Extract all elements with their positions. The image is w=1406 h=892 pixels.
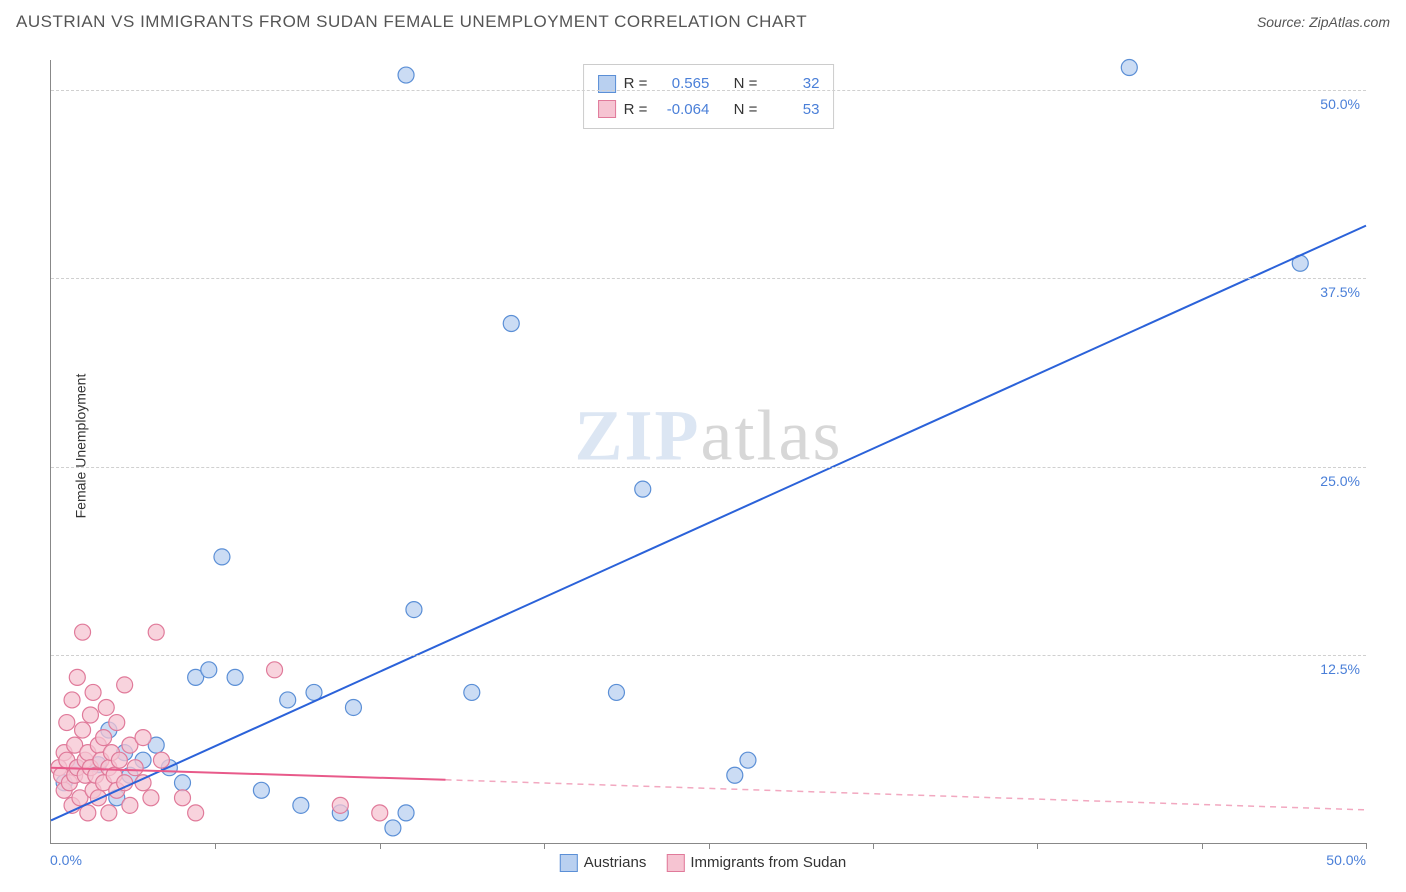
- scatter-point: [111, 752, 127, 768]
- scatter-point: [332, 797, 348, 813]
- x-axis-max: 50.0%: [1326, 852, 1366, 868]
- x-tick: [873, 843, 874, 849]
- series-legend: Austrians Immigrants from Sudan: [560, 854, 846, 872]
- scatter-point: [117, 677, 133, 693]
- scatter-point: [1121, 60, 1137, 76]
- y-tick-label: 50.0%: [1320, 96, 1360, 112]
- scatter-point: [109, 715, 125, 731]
- scatter-point: [201, 662, 217, 678]
- x-tick: [380, 843, 381, 849]
- scatter-point: [90, 790, 106, 806]
- y-tick-label: 12.5%: [1320, 661, 1360, 677]
- scatter-point: [127, 760, 143, 776]
- scatter-point: [280, 692, 296, 708]
- scatter-point: [503, 316, 519, 332]
- x-tick: [215, 843, 216, 849]
- scatter-point: [96, 730, 112, 746]
- scatter-point: [122, 797, 138, 813]
- legend-row: R = 0.565 N = 32: [598, 71, 820, 97]
- legend-swatch: [666, 854, 684, 872]
- scatter-point: [188, 805, 204, 821]
- gridline: [51, 655, 1366, 656]
- gridline: [51, 467, 1366, 468]
- x-axis-min: 0.0%: [50, 852, 82, 868]
- scatter-point: [227, 669, 243, 685]
- legend-item: Immigrants from Sudan: [666, 854, 846, 872]
- x-tick: [709, 843, 710, 849]
- scatter-point: [175, 775, 191, 791]
- scatter-point: [293, 797, 309, 813]
- legend-label: Immigrants from Sudan: [690, 854, 846, 871]
- scatter-point: [214, 549, 230, 565]
- trend-line-austrians: [51, 226, 1366, 821]
- scatter-point: [398, 67, 414, 83]
- scatter-point: [64, 692, 80, 708]
- scatter-point: [69, 669, 85, 685]
- scatter-point: [406, 602, 422, 618]
- x-tick: [1366, 843, 1367, 849]
- scatter-point: [153, 752, 169, 768]
- legend-swatch: [560, 854, 578, 872]
- scatter-point: [398, 805, 414, 821]
- scatter-point: [117, 775, 133, 791]
- scatter-point: [135, 730, 151, 746]
- chart-header: AUSTRIAN VS IMMIGRANTS FROM SUDAN FEMALE…: [0, 0, 1406, 38]
- chart-source: Source: ZipAtlas.com: [1257, 14, 1390, 30]
- scatter-point: [740, 752, 756, 768]
- scatter-point: [635, 481, 651, 497]
- x-tick: [1202, 843, 1203, 849]
- x-tick: [544, 843, 545, 849]
- scatter-point: [101, 805, 117, 821]
- scatter-point: [608, 684, 624, 700]
- x-tick: [1037, 843, 1038, 849]
- scatter-point: [75, 722, 91, 738]
- scatter-point: [267, 662, 283, 678]
- chart-svg: [51, 60, 1366, 843]
- trend-line-sudan-dashed: [446, 780, 1367, 810]
- scatter-point: [143, 790, 159, 806]
- chart-title: AUSTRIAN VS IMMIGRANTS FROM SUDAN FEMALE…: [16, 12, 807, 32]
- y-tick-label: 25.0%: [1320, 473, 1360, 489]
- scatter-point: [59, 715, 75, 731]
- scatter-point: [372, 805, 388, 821]
- legend-swatch: [598, 100, 616, 118]
- scatter-point: [82, 707, 98, 723]
- scatter-point: [75, 624, 91, 640]
- scatter-point: [175, 790, 191, 806]
- legend-item: Austrians: [560, 854, 647, 872]
- scatter-point: [727, 767, 743, 783]
- legend-label: Austrians: [584, 854, 647, 871]
- scatter-point: [85, 684, 101, 700]
- chart-plot-area: ZIPatlas R = 0.565 N = 32 R = -0.064 N =…: [50, 60, 1366, 844]
- gridline: [51, 90, 1366, 91]
- gridline: [51, 278, 1366, 279]
- scatter-point: [345, 699, 361, 715]
- scatter-point: [385, 820, 401, 836]
- scatter-point: [253, 782, 269, 798]
- y-tick-label: 37.5%: [1320, 284, 1360, 300]
- scatter-point: [464, 684, 480, 700]
- scatter-point: [98, 699, 114, 715]
- scatter-point: [148, 624, 164, 640]
- legend-row: R = -0.064 N = 53: [598, 97, 820, 123]
- correlation-legend: R = 0.565 N = 32 R = -0.064 N = 53: [583, 64, 835, 129]
